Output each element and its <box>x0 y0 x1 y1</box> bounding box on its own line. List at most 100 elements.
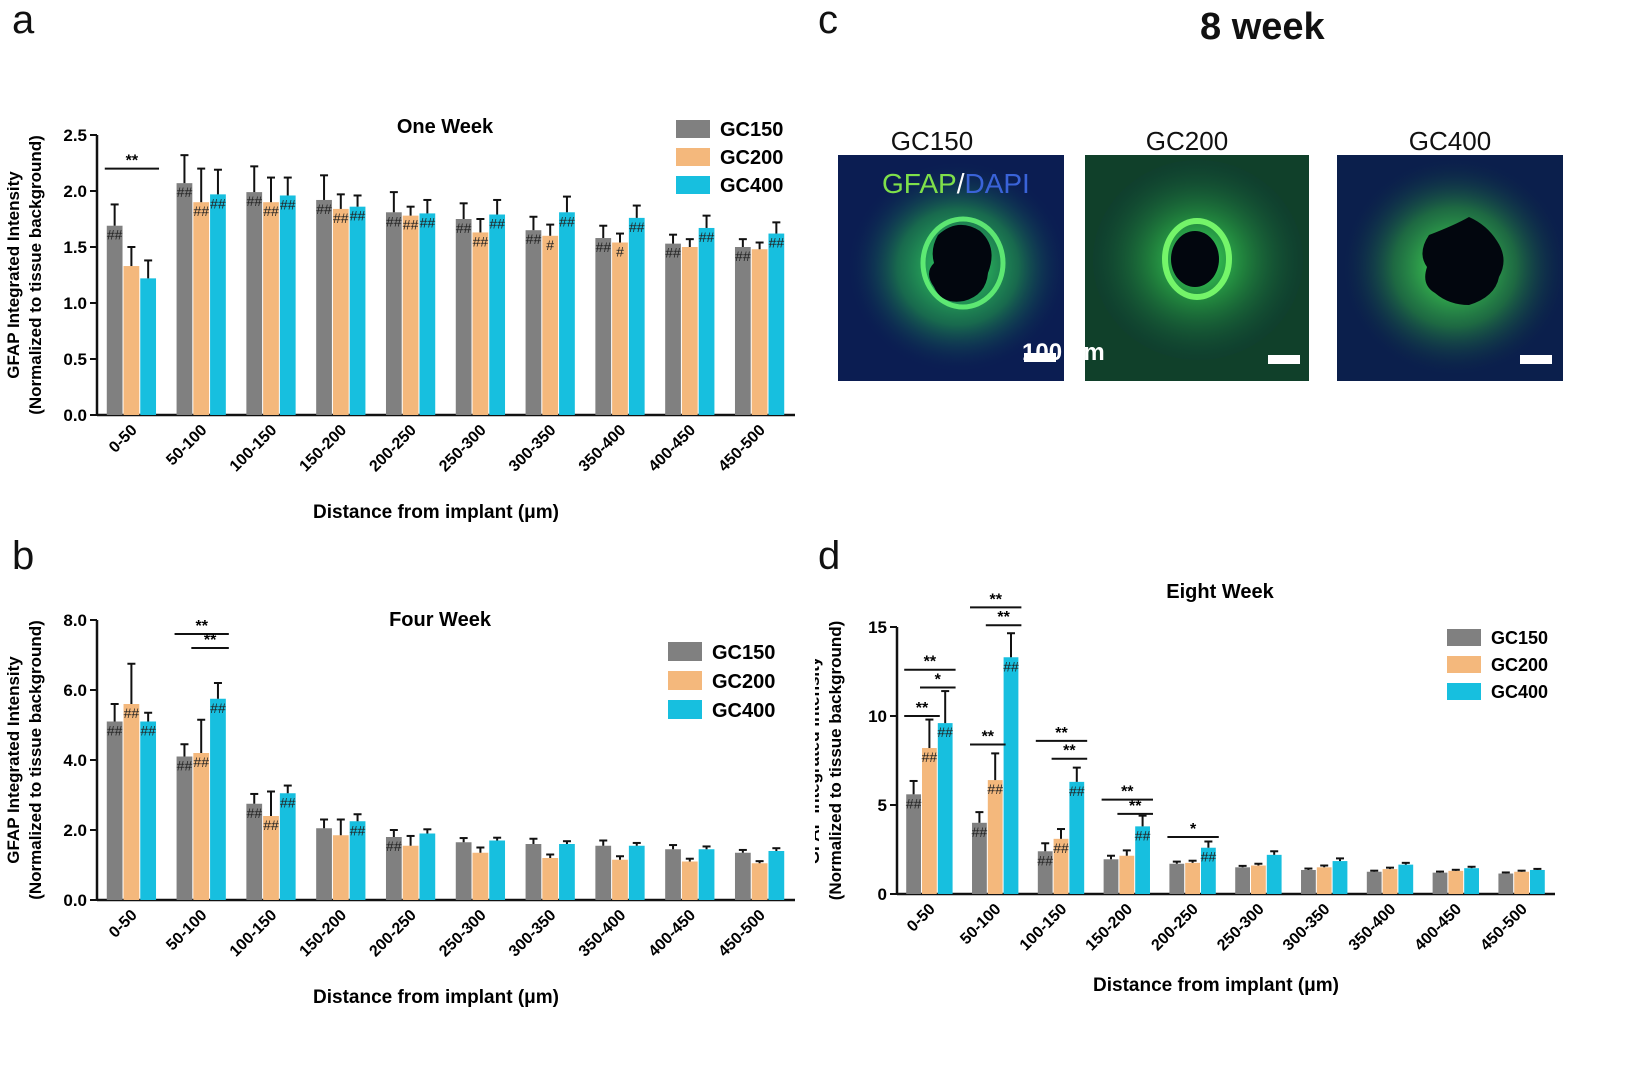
bar-gc400 <box>279 195 296 415</box>
significance-hash: ## <box>263 203 279 219</box>
x-axis-label: Distance from implant (μm) <box>1093 975 1339 996</box>
bar-gc400 <box>210 698 226 900</box>
bar-gc150 <box>595 845 612 900</box>
chart-title: Four Week <box>389 609 492 631</box>
x-tick-label: 400-450 <box>646 907 700 961</box>
bar-gc400 <box>768 233 785 415</box>
significance-hash: # <box>616 244 624 260</box>
significance-hash: ## <box>177 184 193 200</box>
bar-gc150 <box>1432 872 1448 894</box>
significance-hash: ## <box>906 795 922 811</box>
scale-bar-gc200 <box>1268 355 1300 364</box>
bar-gc150 <box>385 212 402 415</box>
stain-legend: GFAP/DAPI <box>882 168 1030 200</box>
panel-label-d: d <box>818 534 841 578</box>
bar-gc150 <box>246 803 263 900</box>
bar-gc400 <box>140 721 157 900</box>
significance-hash: ## <box>489 216 505 232</box>
bar-gc400 <box>937 723 953 894</box>
chart-one-week: 0.0 0.5 1.0 1.5 2.0 2.5 GFAP Integrated Intens… <box>4 116 795 523</box>
bar-gc200 <box>751 863 768 900</box>
significance-hash: ## <box>107 723 123 739</box>
significance-label: ** <box>924 654 937 671</box>
x-tick-label: 100-150 <box>227 422 281 476</box>
micrograph-label-gc150: GC150 <box>890 126 974 156</box>
x-tick-label: 400-450 <box>1412 901 1466 955</box>
bar-gc150 <box>106 721 123 900</box>
scale-bar-gc150 <box>1024 353 1056 362</box>
bar-gc150 <box>176 183 193 415</box>
y-axis-label-line1: GFAP Integrated Intensity <box>4 171 23 379</box>
panel-label-c: c <box>818 0 838 42</box>
x-tick-label: 150-200 <box>1083 901 1137 955</box>
x-tick-label: 200-250 <box>1148 901 1202 955</box>
significance-hash: ## <box>246 805 262 821</box>
significance-label: ** <box>195 618 208 635</box>
bar-gc150 <box>316 199 332 415</box>
x-tick-label: 200-250 <box>366 907 420 961</box>
significance-hash: ## <box>333 210 349 226</box>
significance-hash: ## <box>937 724 953 740</box>
significance-hash: ## <box>769 235 785 251</box>
bar-gc200 <box>1185 862 1200 894</box>
legend-label-gc150: GC150 <box>1491 628 1548 648</box>
bar-gc150 <box>665 849 681 900</box>
bar-gc400 <box>698 227 715 415</box>
y-tick-label: 2.5 <box>63 126 87 145</box>
legend-swatch-gc150 <box>668 642 702 661</box>
significance-label: ** <box>989 591 1002 608</box>
chart-four-week: 0.0 2.0 4.0 6.0 8.0 GFAP Integrated Intensity… <box>4 609 795 1008</box>
legend-label-gc200: GC200 <box>720 147 783 169</box>
bar-gc400 <box>628 217 645 415</box>
y-tick-label: 6.0 <box>63 681 87 700</box>
significance-hash: ## <box>246 193 262 209</box>
bar-gc200 <box>612 242 628 415</box>
significance-label: ** <box>126 153 139 170</box>
bar-gc400 <box>628 845 645 900</box>
significance-label: * <box>1190 821 1197 838</box>
bar-gc150 <box>906 794 922 894</box>
legend-label-gc400: GC400 <box>720 175 783 197</box>
legend-swatch-gc200 <box>1447 656 1481 673</box>
significance-hash: ## <box>280 196 296 212</box>
significance-hash: ## <box>210 195 226 211</box>
stain-dapi: DAPI <box>964 168 1030 199</box>
bar-gc200 <box>1119 855 1135 894</box>
bar-gc200 <box>263 202 279 415</box>
bar-gc200 <box>123 266 140 415</box>
x-tick-label: 50-100 <box>957 901 1004 948</box>
x-tick-label: 450-500 <box>1477 901 1531 955</box>
significance-label: ** <box>1121 784 1134 801</box>
x-tick-label: 300-350 <box>506 422 560 476</box>
bar-gc400 <box>1135 826 1150 894</box>
legend-swatch-gc200 <box>668 671 702 690</box>
bar-gc200 <box>1514 871 1529 894</box>
bar-gc400 <box>419 833 436 900</box>
x-tick-label: 0-50 <box>904 901 939 936</box>
y-tick-label: 0.0 <box>63 891 87 910</box>
legend-label-gc150: GC150 <box>720 119 783 141</box>
chart-title: One Week <box>397 116 494 138</box>
x-tick-label: 50-100 <box>163 422 210 469</box>
micrograph-gc200 <box>1085 155 1309 381</box>
significance-label: ** <box>1063 743 1076 760</box>
x-tick-label: 350-400 <box>576 907 630 961</box>
legend-swatch-gc150 <box>1447 629 1481 646</box>
y-tick-label: 2.0 <box>63 182 87 201</box>
bar-gc150 <box>734 247 751 415</box>
bar-gc400 <box>489 840 506 900</box>
bar-gc150 <box>455 842 472 900</box>
y-axis-label-line2: (Normalized to tissue background) <box>826 621 845 901</box>
bar-gc200 <box>1382 869 1398 894</box>
legend-label-gc400: GC400 <box>1491 682 1548 702</box>
significance-hash: ## <box>177 758 193 774</box>
significance-hash: ## <box>1069 783 1085 799</box>
bar-gc150 <box>525 230 542 415</box>
significance-hash: ## <box>1003 658 1019 674</box>
y-tick-label: 1.0 <box>63 294 87 313</box>
bar-gc400 <box>1003 657 1019 894</box>
significance-hash: ## <box>595 239 611 255</box>
x-tick-label: 50-100 <box>163 907 210 954</box>
y-tick-label: 0 <box>878 885 887 904</box>
x-tick-label: 150-200 <box>297 907 351 961</box>
